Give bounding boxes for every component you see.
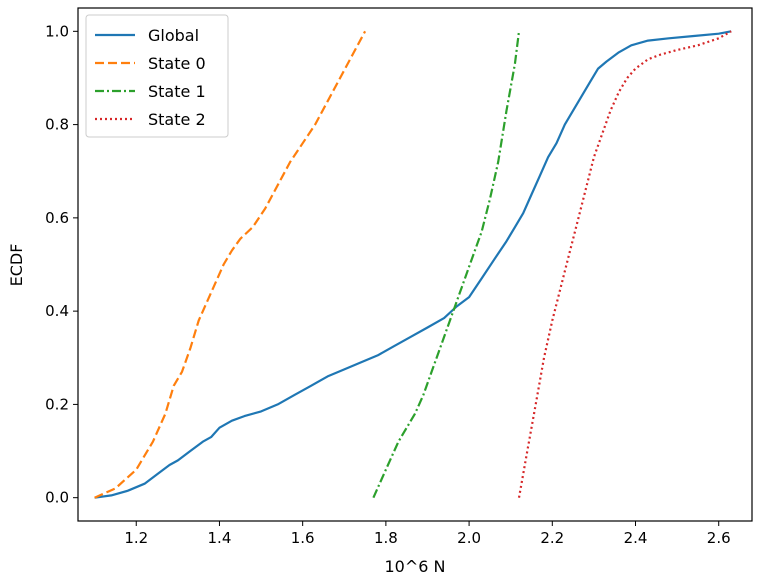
series-layer — [94, 30, 732, 499]
x-tick-label: 2.2 — [540, 529, 564, 547]
series-line-state-0 — [94, 30, 367, 499]
legend-label-state-2: State 2 — [148, 110, 206, 129]
x-tick-label: 2.4 — [624, 529, 648, 547]
legend-label-global: Global — [148, 26, 199, 45]
series-line-global — [94, 30, 732, 499]
x-tick-label: 2.6 — [707, 529, 731, 547]
x-tick-label: 1.2 — [124, 529, 148, 547]
legend-label-state-1: State 1 — [148, 82, 206, 101]
series-line-state-1 — [372, 31, 521, 499]
y-tick-label: 0.4 — [45, 302, 69, 320]
x-tick-label: 1.4 — [208, 529, 232, 547]
legend-box — [85, 14, 229, 138]
x-tick-label: 1.6 — [291, 529, 315, 547]
x-axis-label: 10^6 N — [385, 557, 446, 576]
x-tick-label: 2.0 — [457, 529, 481, 547]
y-tick-label: 1.0 — [45, 22, 69, 40]
y-tick-label: 0.0 — [45, 489, 69, 507]
y-tick-label: 0.8 — [45, 116, 69, 134]
y-axis-ticks: 0.0 0.2 0.4 0.6 0.8 1.0 — [45, 22, 78, 507]
legend-label-state-0: State 0 — [148, 54, 206, 73]
plot-area — [77, 7, 753, 522]
y-tick-label: 0.2 — [45, 395, 69, 413]
legend: Global State 0 State 1 State 2 — [85, 14, 229, 138]
x-axis-ticks: 1.2 1.4 1.6 1.8 2.0 2.2 2.4 2.6 — [124, 521, 731, 547]
y-tick-label: 0.6 — [45, 209, 69, 227]
x-tick-label: 1.8 — [374, 529, 398, 547]
axes-frame — [77, 7, 753, 522]
y-axis-label: ECDF — [7, 244, 26, 287]
